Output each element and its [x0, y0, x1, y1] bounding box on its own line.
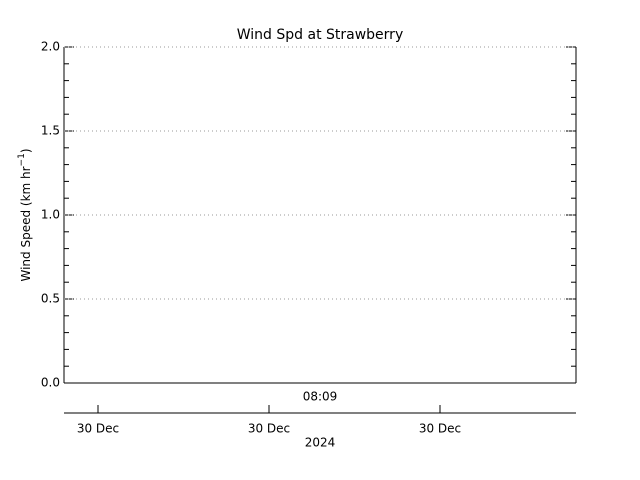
x-axis-label: 2024: [305, 436, 336, 450]
x-tick-label: 30 Dec: [248, 422, 290, 436]
y-label-superscript: −1: [17, 153, 27, 166]
x-top-label: 08:09: [303, 390, 338, 404]
y-tick-label: 1.0: [41, 208, 60, 222]
y-tick-label: 0.0: [41, 376, 60, 390]
chart-title: Wind Spd at Strawberry: [237, 27, 403, 43]
x-tick-label: 30 Dec: [419, 422, 461, 436]
y-label-suffix: ): [19, 148, 33, 153]
y-axis-label: Wind Speed (km hr−1): [17, 148, 33, 281]
y-tick-label: 0.5: [41, 292, 60, 306]
y-label-text: Wind Speed (km hr: [19, 166, 33, 281]
y-tick-label: 2.0: [41, 40, 60, 54]
x-tick-label: 30 Dec: [77, 422, 119, 436]
y-tick-label: 1.5: [41, 124, 60, 138]
